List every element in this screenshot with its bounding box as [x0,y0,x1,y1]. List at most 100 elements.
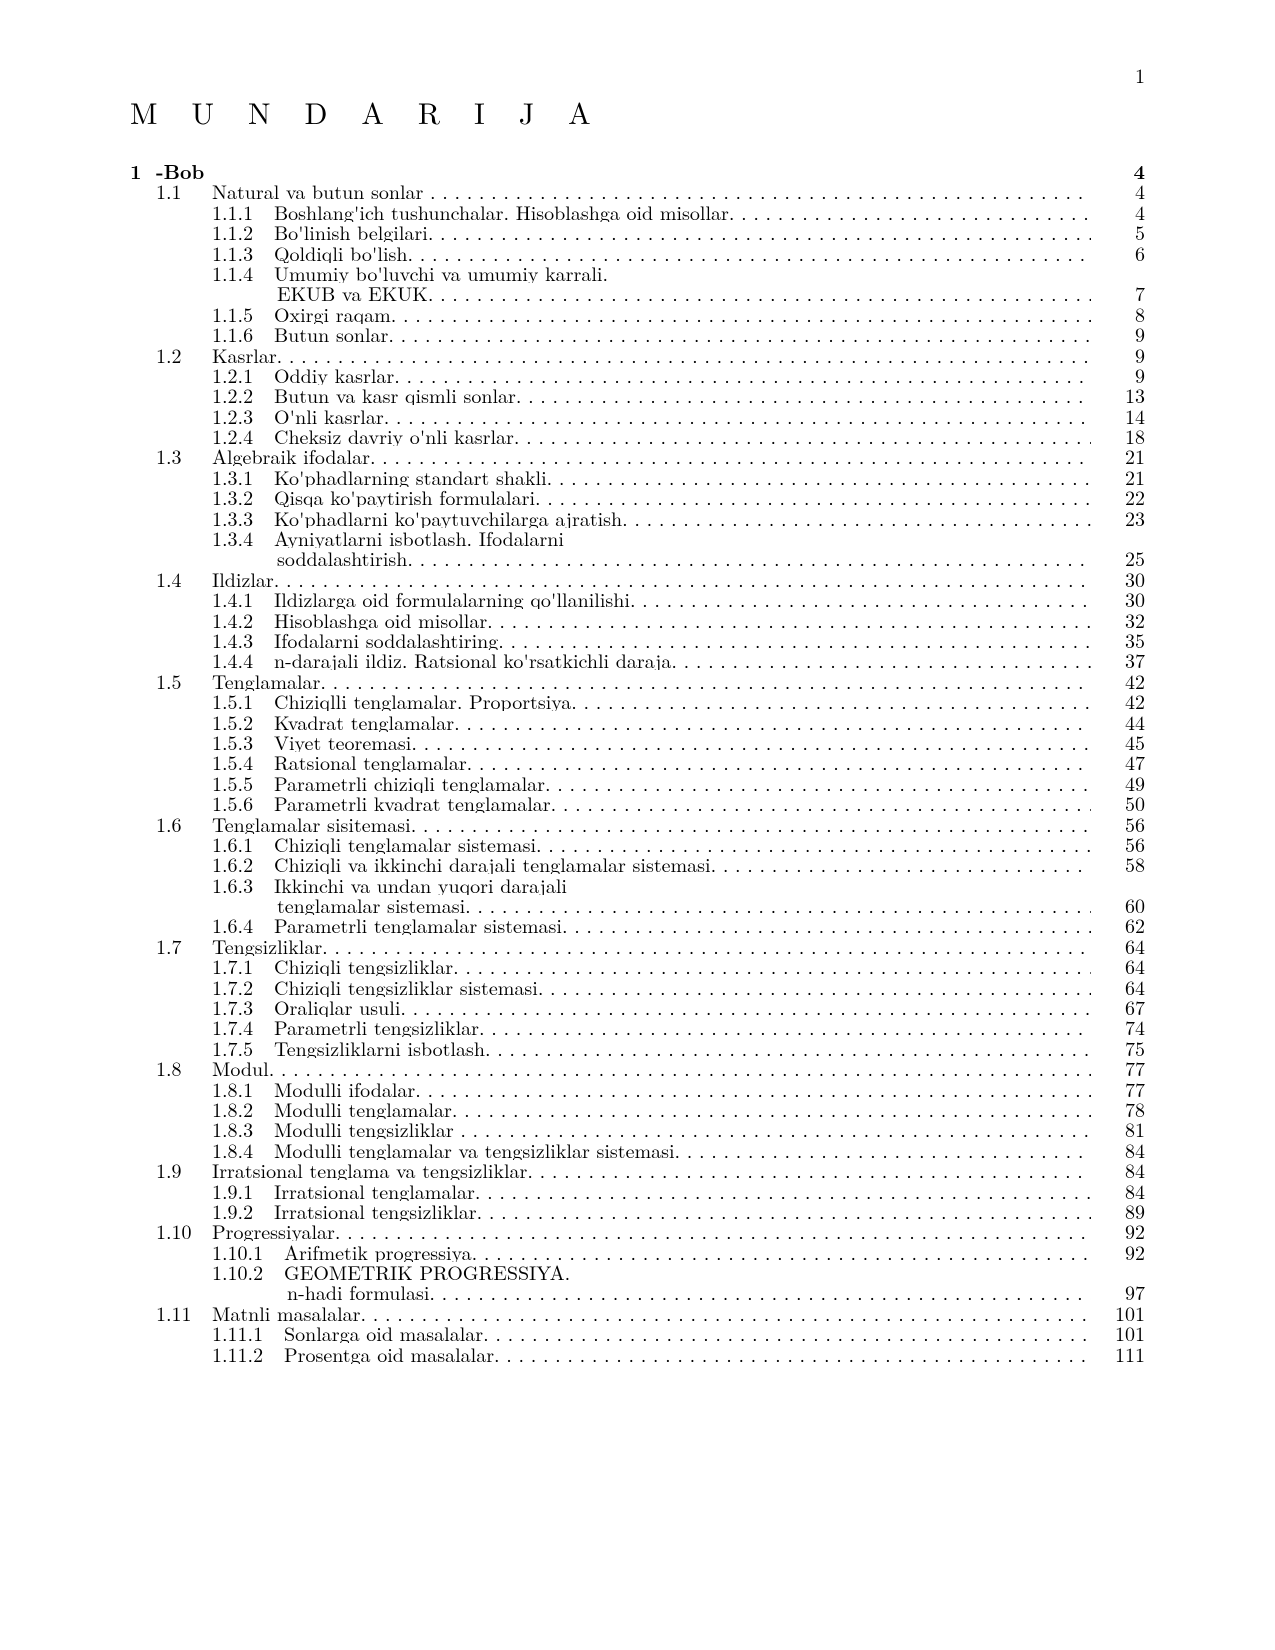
toc-entry-title: Ildizlar. [212,569,1091,589]
toc-entry-title: Chiziqlli tenglamalar. Proportsiya. [274,691,1091,711]
toc-entry: 1.11.2Prosentga oid masalalar. 111 [130,1344,1145,1364]
toc-entry-title: Modulli tenglamalar va tengsizliklar sis… [274,1140,1091,1160]
toc-entry-number: 1.1.4 [212,263,274,283]
toc-entry: 1.3Algebraik ifodalar. 21 [130,446,1145,466]
toc-entry-number: 1.1.6 [212,324,274,344]
toc-entry-page: 58 [1091,854,1145,874]
toc-entry-number: 1.7.5 [212,1038,274,1058]
toc-entry: 1.1.3Qoldiqli bo'lish. 6 [130,243,1145,263]
toc-title: M U N D A R I J A [130,90,1145,133]
toc-entry-title: -Bob [156,161,1091,181]
toc-entry: 1.2.2Butun va kasr qismli sonlar. 13 [130,385,1145,405]
toc-entry-title: Oddiy kasrlar. [274,365,1091,385]
toc-entry: 1.5.6Parametrli kvadrat tenglamalar. 50 [130,793,1145,813]
toc-entry-number: 1.6 [156,814,212,834]
toc-entry-title: Cheksiz davriy o'nli kasrlar. [274,426,1091,446]
toc-entry-number: 1.7 [156,936,212,956]
toc-entry-number: 1.8.4 [212,1140,274,1160]
toc-entry-title: Chiziqli tengsizliklar. [274,956,1091,976]
toc-entry-title: Modulli tengsizliklar [274,1119,1091,1139]
toc-entry: 1.8Modul. 77 [130,1058,1145,1078]
toc-entry-title: Viyet teoremasi. [274,732,1091,752]
toc-entry-number: 1.2 [156,345,212,365]
toc-entry: 1.5.2Kvadrat tenglamalar. 44 [130,712,1145,732]
toc-entry-number: 1.9.2 [212,1201,274,1221]
toc-entry-title: tenglamalar sistemasi. [277,895,1091,915]
toc-entry: 1.7.4Parametrli tengsizliklar. 74 [130,1017,1145,1037]
toc-entry: 1-Bob4 [130,161,1145,181]
toc-entry-title: O'nli kasrlar. [274,406,1091,426]
toc-entry: 1.5.5Parametrli chiziqli tenglamalar. 49 [130,773,1145,793]
toc-entry-title: Arifmetik progressiya. [284,1242,1091,1262]
toc-entry: 1.10Progressiyalar. 92 [130,1221,1145,1241]
toc-entry-title: Kvadrat tenglamalar. [274,712,1091,732]
toc-entry: 1.5.4Ratsional tenglamalar. 47 [130,752,1145,772]
toc-entry-number: 1.4.4 [212,650,274,670]
toc-entry: n-hadi formulasi. 97 [130,1282,1145,1302]
toc-entry-number: 1.3.4 [212,528,274,548]
toc-entry-page: 6 [1091,243,1145,263]
toc-entry: 1.7.1Chiziqli tengsizliklar. 64 [130,956,1145,976]
toc-entry-title: Ayniyatlarni isbotlash. Ifodalarni [274,528,1091,548]
toc-entry: 1.1.4Umumiy bo'luvchi va umumiy karrali. [130,263,1145,283]
toc-entry-title: Sonlarga oid masalalar. [284,1323,1091,1343]
toc-entry-title: Chiziqli tenglamalar sistemasi. [274,834,1091,854]
toc-entry-title: Ko'phadlarni ko'paytuvchilarga ajratish. [274,508,1091,528]
toc-entry-title: soddalashtirish. [277,548,1091,568]
toc-entry-title: Natural va butun sonlar [212,181,1091,201]
toc-entry: 1.3.4Ayniyatlarni isbotlash. Ifodalarni [130,528,1145,548]
toc-entry: 1.7.5Tengsizliklarni isbotlash. 75 [130,1038,1145,1058]
toc-entry-title: Chiziqli va ikkinchi darajali tenglamala… [274,854,1091,874]
toc-entry: 1.7.2Chiziqli tengsizliklar sistemasi. 6… [130,977,1145,997]
toc-entry: 1.8.1Modulli ifodalar. 77 [130,1079,1145,1099]
toc-entry-number: 1.8 [156,1058,212,1078]
toc-entry-page: 23 [1091,508,1145,528]
toc-entry: 1.1.5Oxirgi raqam. 8 [130,304,1145,324]
toc-entry: 1.6Tenglamalar sisitemasi. 56 [130,814,1145,834]
toc-entry: 1.2.4Cheksiz davriy o'nli kasrlar. 18 [130,426,1145,446]
toc-entry-title: Chiziqli tengsizliklar sistemasi. [274,977,1091,997]
toc-entry: 1.1.2Bo'linish belgilari. 5 [130,222,1145,242]
toc-entry: 1.10.2GEOMETRIK PROGRESSIYA. [130,1262,1145,1282]
toc-entry-title: Irratsional tenglamalar. [274,1181,1091,1201]
toc-entry: 1.1.1Boshlang'ich tushunchalar. Hisoblas… [130,202,1145,222]
toc-entry-title: Tengsizliklarni isbotlash. [274,1038,1091,1058]
toc-entry-title: Qoldiqli bo'lish. [274,243,1091,263]
toc-entry-title: Ko'phadlarning standart shakli. [274,467,1091,487]
toc-entry: 1.3.1Ko'phadlarning standart shakli. 21 [130,467,1145,487]
toc-entry-title: Matnli masalalar. [212,1303,1091,1323]
toc-entry: 1.2Kasrlar. 9 [130,345,1145,365]
toc-entry-title: Umumiy bo'luvchi va umumiy karrali. [274,263,1091,283]
toc-entry: 1.2.1Oddiy kasrlar. 9 [130,365,1145,385]
toc-entry: tenglamalar sistemasi. 60 [130,895,1145,915]
toc-entry-number: 1.5.6 [212,793,274,813]
toc-entry-title: GEOMETRIK PROGRESSIYA. [284,1262,1091,1282]
toc-entry-title: Bo'linish belgilari. [274,222,1091,242]
toc-entry-title: Parametrli tengsizliklar. [274,1017,1091,1037]
toc-entry-number: 1 [130,161,156,181]
toc-entry-page: 92 [1091,1242,1145,1262]
toc-entry: 1.3.3Ko'phadlarni ko'paytuvchilarga ajra… [130,508,1145,528]
toc-entry-number: 1.10 [156,1221,212,1241]
toc-entry: 1.6.3Ikkinchi va undan yuqori darajali [130,875,1145,895]
toc-entry-title: Tengsizliklar. [212,936,1091,956]
toc-entry-title: Kasrlar. [212,345,1091,365]
toc-entry-number: 1.11 [156,1303,212,1323]
page-number: 1 [1135,60,1145,89]
toc-entry-title: Progressiyalar. [212,1221,1091,1241]
toc-entry-number: 1.1 [156,181,212,201]
toc-entry-title: Modulli tenglamalar. [274,1099,1091,1119]
toc-entry: 1.8.2Modulli tenglamalar. 78 [130,1099,1145,1119]
toc-entry: 1.11Matnli masalalar. 101 [130,1303,1145,1323]
toc-entry-title: Ikkinchi va undan yuqori darajali [274,875,1091,895]
toc-entry: EKUB va EKUK. 7 [130,283,1145,303]
toc-entry-number: 1.2.4 [212,426,274,446]
toc-entry: 1.9.1Irratsional tenglamalar. 84 [130,1181,1145,1201]
toc-entry-number: 1.6.3 [212,875,274,895]
toc-entry-title: Ratsional tenglamalar. [274,752,1091,772]
toc-entry: 1.11.1Sonlarga oid masalalar. 101 [130,1323,1145,1343]
toc-entry: 1.6.4Parametrli tenglamalar sistemasi. 6… [130,915,1145,935]
toc-entry: 1.10.1Arifmetik progressiya. 92 [130,1242,1145,1262]
toc-entry: soddalashtirish. 25 [130,548,1145,568]
toc-entry: 1.2.3O'nli kasrlar. 14 [130,406,1145,426]
